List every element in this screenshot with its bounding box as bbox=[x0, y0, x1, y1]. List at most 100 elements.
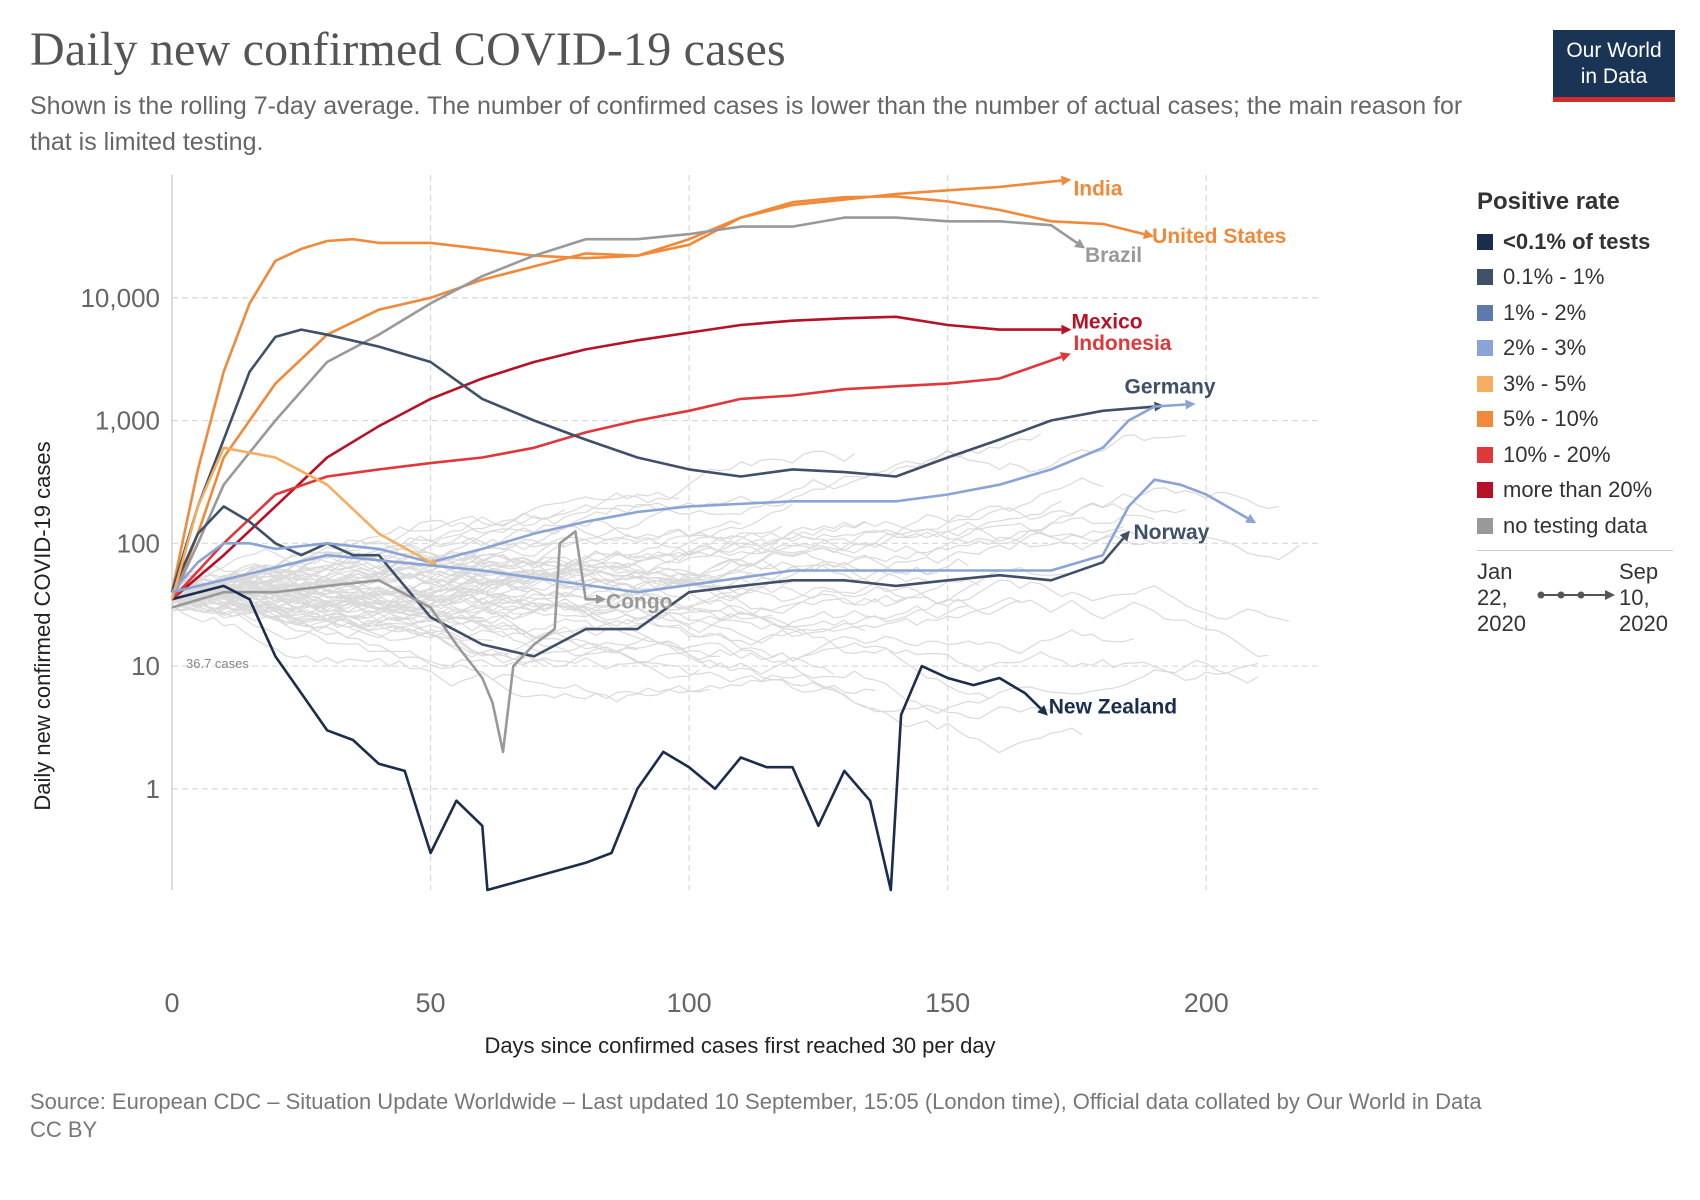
series-line bbox=[170, 195, 1145, 593]
series-line bbox=[170, 446, 432, 600]
background-line bbox=[171, 503, 793, 597]
legend-item[interactable]: 1% - 2% bbox=[1477, 295, 1687, 331]
series-line bbox=[171, 478, 1249, 594]
legend-swatch bbox=[1477, 233, 1493, 250]
background-line bbox=[171, 450, 855, 583]
background-line bbox=[171, 592, 1259, 684]
legend-swatch bbox=[1477, 482, 1493, 499]
background-line bbox=[171, 571, 1269, 658]
legend-swatch bbox=[1477, 340, 1493, 357]
legend-swatch bbox=[1477, 517, 1493, 534]
background-line bbox=[171, 574, 555, 601]
series-end-arrow bbox=[1185, 399, 1196, 410]
background-line bbox=[171, 541, 566, 595]
legend-label: 5% - 10% bbox=[1503, 406, 1599, 432]
legend-label: 0.1% - 1% bbox=[1503, 264, 1605, 290]
series-end-arrow bbox=[1245, 513, 1257, 524]
license-note: CC BY bbox=[30, 1117, 98, 1142]
background-line bbox=[171, 433, 1042, 599]
chart-title: Daily new confirmed COVID-19 cases bbox=[30, 23, 786, 76]
timeline-arrow-icon[interactable] bbox=[1537, 585, 1617, 605]
legend-label: 3% - 5% bbox=[1503, 370, 1587, 396]
series-line bbox=[171, 403, 1186, 594]
background-line bbox=[171, 529, 1300, 614]
background-line bbox=[171, 557, 793, 597]
background-line bbox=[171, 594, 710, 703]
series-label: Norway bbox=[1133, 521, 1209, 544]
series-line bbox=[171, 530, 596, 754]
x-tick-label: 150 bbox=[925, 988, 970, 1018]
legend-label: no testing data bbox=[1503, 512, 1648, 538]
background-line bbox=[171, 588, 493, 642]
time-end-day: 10, bbox=[1619, 584, 1650, 610]
series-end-arrow bbox=[1119, 530, 1131, 542]
legend-swatch bbox=[1477, 411, 1493, 428]
series-label: United States bbox=[1152, 225, 1286, 248]
time-start: Jan 22, 2020 bbox=[1477, 559, 1526, 637]
series-end-arrow bbox=[1037, 705, 1048, 716]
background-line bbox=[171, 544, 969, 603]
source-note: Source: European CDC – Situation Update … bbox=[30, 1089, 1482, 1114]
series-line bbox=[170, 216, 1078, 600]
logo-line-1: Our World bbox=[1566, 39, 1662, 62]
series-label: Mexico bbox=[1071, 311, 1142, 334]
background-line bbox=[171, 592, 700, 679]
background-line bbox=[171, 581, 969, 630]
series-line bbox=[170, 328, 1155, 593]
background-line bbox=[171, 604, 876, 700]
axis-ticks: 1 10 100 1,000 10,000 0 50 100 150 200 bbox=[80, 283, 1228, 1018]
series-line bbox=[171, 315, 1062, 601]
y-tick-label: 1 bbox=[146, 774, 160, 804]
owid-logo[interactable]: Our World in Data bbox=[1553, 30, 1675, 102]
time-start-year: 2020 bbox=[1477, 610, 1526, 636]
time-range-control[interactable]: Jan 22, 2020 Sep 10, 2020 bbox=[1477, 559, 1687, 649]
series-label: Congo bbox=[606, 590, 672, 613]
time-end-month: Sep bbox=[1619, 558, 1659, 584]
legend-item[interactable]: 0.1% - 1% bbox=[1477, 260, 1687, 296]
y-tick-label: 10 bbox=[131, 651, 160, 681]
legend-swatch bbox=[1477, 375, 1493, 392]
background-line bbox=[171, 598, 721, 663]
time-end: Sep 10, 2020 bbox=[1619, 559, 1668, 637]
series-label: New Zealand bbox=[1049, 696, 1177, 719]
legend-item[interactable]: 10% - 20% bbox=[1477, 437, 1687, 473]
series-lines bbox=[170, 175, 1257, 892]
x-tick-label: 0 bbox=[164, 988, 179, 1018]
footer: Source: European CDC – Situation Update … bbox=[30, 1088, 1670, 1144]
series-label: Brazil bbox=[1085, 244, 1142, 267]
background-line bbox=[171, 593, 1259, 714]
background-line bbox=[171, 520, 741, 603]
legend-item[interactable]: 2% - 3% bbox=[1477, 331, 1687, 367]
legend-label: 2% - 3% bbox=[1503, 335, 1587, 361]
legend-items: <0.1% of tests 0.1% - 1% 1% - 2% 2% - 3% 3% … bbox=[1477, 224, 1687, 544]
time-start-month: Jan bbox=[1477, 558, 1513, 584]
legend: Positive rate <0.1% of tests 0.1% - 1% 1% … bbox=[1477, 188, 1687, 649]
legend-swatch bbox=[1477, 269, 1493, 286]
series-end-arrow bbox=[1074, 238, 1086, 249]
series-end-arrow bbox=[1142, 229, 1154, 239]
background-line bbox=[171, 592, 535, 664]
legend-item[interactable]: <0.1% of tests bbox=[1477, 224, 1687, 260]
legend-item[interactable]: no testing data bbox=[1477, 508, 1687, 544]
series-label: Indonesia bbox=[1073, 332, 1171, 355]
legend-item[interactable]: 3% - 5% bbox=[1477, 366, 1687, 402]
chart-subtitle: Shown is the rolling 7-day average. The … bbox=[30, 92, 1463, 156]
x-tick-label: 50 bbox=[416, 988, 446, 1018]
series-end-arrow bbox=[596, 594, 607, 605]
series-line bbox=[170, 505, 1125, 658]
series-end-arrow bbox=[1059, 352, 1071, 362]
background-line bbox=[171, 550, 928, 601]
x-axis-label: Days since confirmed cases first reached… bbox=[484, 1033, 995, 1058]
legend-label: 10% - 20% bbox=[1503, 441, 1611, 467]
series-label: India bbox=[1073, 178, 1122, 201]
series-line bbox=[170, 179, 1062, 600]
time-end-year: 2020 bbox=[1619, 610, 1668, 636]
y-tick-label: 100 bbox=[117, 528, 160, 558]
start-annotation: 36.7 cases bbox=[186, 656, 249, 671]
legend-item[interactable]: more than 20% bbox=[1477, 473, 1687, 509]
legend-item[interactable]: 5% - 10% bbox=[1477, 402, 1687, 438]
x-tick-label: 100 bbox=[667, 988, 712, 1018]
series-line bbox=[171, 584, 1042, 892]
